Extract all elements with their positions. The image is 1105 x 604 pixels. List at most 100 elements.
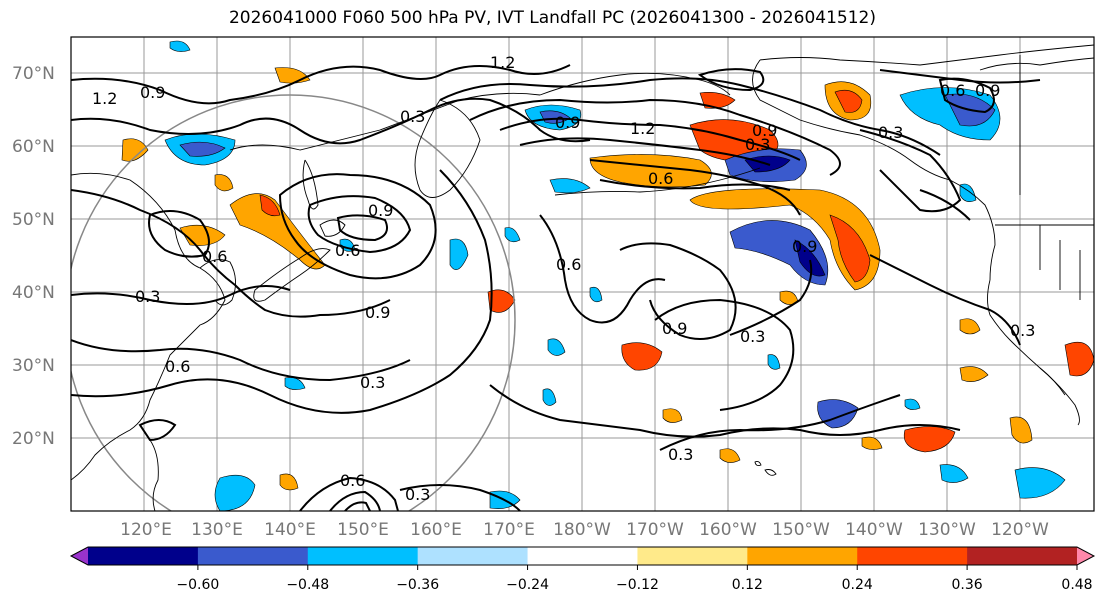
coast-korea xyxy=(199,259,236,306)
contour-1 xyxy=(71,64,571,105)
contour-13 xyxy=(469,98,841,176)
contour-labels: 1.2 0.9 0.3 1.2 0.9 1.2 0.9 0.6 0.3 0.9 … xyxy=(92,53,1035,504)
coast-chukotka xyxy=(539,72,731,96)
colorbar-cell xyxy=(967,547,1078,565)
map-panel: 1.2 0.9 0.3 1.2 0.9 1.2 0.9 0.6 0.3 0.9 … xyxy=(70,36,1095,512)
colorbar-cell xyxy=(417,547,529,565)
contour-34 xyxy=(938,77,995,114)
shade-warm-small-a xyxy=(959,366,989,382)
coast-hawaii xyxy=(754,460,777,476)
lon-label: 170°W xyxy=(626,520,684,540)
colorbar-tick-label: 0.48 xyxy=(1061,577,1092,593)
shade-warm-small-d xyxy=(214,174,234,192)
latitude-labels: 70°N 60°N 50°N 40°N 30°N 20°N xyxy=(12,64,55,449)
contour-14 xyxy=(499,117,801,161)
shade-cool-south-a xyxy=(214,474,256,511)
lon-label: 140°W xyxy=(845,520,903,540)
shade-warm-mid-pac xyxy=(621,342,663,371)
contour-label: 0.9 xyxy=(555,113,580,132)
contour-label: 0.3 xyxy=(360,373,385,392)
shade-cool-small-i xyxy=(767,354,781,370)
coast-japan xyxy=(253,248,331,302)
shade-cool-small-c xyxy=(547,338,566,356)
coast-kamchatka xyxy=(414,99,481,198)
colorbar-tick-label: 0.12 xyxy=(732,577,763,593)
shade-cool-small-f xyxy=(504,227,521,243)
shade-cool-gulf-core xyxy=(794,239,826,277)
colorbar: −0.60 −0.48 −0.36 −0.24 −0.12 0.12 0.24 0.36 0.4… xyxy=(69,546,1096,593)
shade-warm-japan-core xyxy=(259,194,281,217)
contour-label: 0.3 xyxy=(740,327,765,346)
contour-27 xyxy=(919,189,971,221)
shade-cool-small-e xyxy=(169,40,191,52)
contour-label: 0.6 xyxy=(202,247,227,266)
contour-2 xyxy=(71,109,431,145)
contour-10 xyxy=(71,169,493,414)
contour-label: 0.9 xyxy=(975,81,1000,100)
contour-label: 0.3 xyxy=(1010,321,1035,340)
colorbar-cell xyxy=(637,547,748,565)
contour-label: 0.3 xyxy=(135,287,160,306)
coast-baja xyxy=(1039,367,1080,426)
map-frame xyxy=(70,36,1095,512)
coast-alaska-west xyxy=(752,59,951,181)
shade-cool-south-d xyxy=(939,464,969,483)
colorbar-tick-label: −0.36 xyxy=(396,577,439,593)
lat-label-70n: 70°N xyxy=(12,64,55,84)
contour-26 xyxy=(869,254,1021,346)
contour-label: 1.2 xyxy=(630,119,655,138)
contour-20 xyxy=(539,214,666,324)
shade-cool-siberia-core xyxy=(179,141,226,157)
contour-29 xyxy=(299,476,399,511)
colorbar-cell xyxy=(88,547,199,565)
contour-label: 0.3 xyxy=(668,445,693,464)
colorbar-tick-label: −0.48 xyxy=(286,577,329,593)
contour-33 xyxy=(138,419,177,442)
colorbar-cell xyxy=(527,547,638,565)
contour-4 xyxy=(307,195,412,254)
colorbar-tick-label: 0.24 xyxy=(842,577,873,593)
shade-warm-gulf-ridge xyxy=(689,188,881,291)
shade-cool-south-c xyxy=(1014,467,1066,499)
map-title: 2026041000 F060 500 hPa PV, IVT Landfall… xyxy=(228,8,876,28)
lat-label-20n: 20°N xyxy=(12,429,55,449)
contour-label: 0.9 xyxy=(752,121,777,140)
contour-label: 0.6 xyxy=(340,471,365,490)
contour-17 xyxy=(599,179,791,191)
coast-alaska xyxy=(759,44,1094,66)
contour-8 xyxy=(71,285,291,305)
contour-label: 0.6 xyxy=(335,241,360,260)
contour-12 xyxy=(439,77,941,156)
contour-label: 0.3 xyxy=(745,135,770,154)
contour-15 xyxy=(519,137,771,166)
longitude-labels: 120°E 130°E 140°E 150°E 160°E 170°E 180°… xyxy=(120,520,1049,540)
lon-label: 170°E xyxy=(483,520,535,540)
contour-label: 0.6 xyxy=(648,169,673,188)
lat-label-60n: 60°N xyxy=(12,137,55,157)
coast-hokkaido xyxy=(319,219,346,237)
shade-warm-sub-east xyxy=(903,426,956,453)
shade-warm-alaska-n-core xyxy=(834,89,863,113)
contour-30 xyxy=(329,490,381,511)
shade-cool-small-a xyxy=(449,238,469,270)
lon-label: 160°E xyxy=(410,520,462,540)
contour-16 xyxy=(589,159,801,216)
contour-label: 0.3 xyxy=(878,123,903,142)
shade-cool-small-g xyxy=(589,286,603,303)
ivt-shading xyxy=(121,40,1094,511)
shade-warm-east-small xyxy=(959,318,981,335)
shade-cool-small-h xyxy=(904,398,921,410)
contour-label: 0.6 xyxy=(940,81,965,100)
lon-label: 130°E xyxy=(191,520,243,540)
shade-warm-small-g xyxy=(279,473,299,491)
lon-label: 140°E xyxy=(264,520,316,540)
border-us-states xyxy=(1039,225,1081,300)
coast-east-arctic xyxy=(979,57,1094,71)
contour-19 xyxy=(859,129,962,213)
contour-label: 0.6 xyxy=(165,357,190,376)
shade-warm-small-i xyxy=(861,436,883,450)
contour-24 xyxy=(489,384,961,438)
shade-warm-small-e xyxy=(121,138,149,162)
shade-warm-small-h xyxy=(699,92,736,109)
contour-25 xyxy=(659,394,901,451)
